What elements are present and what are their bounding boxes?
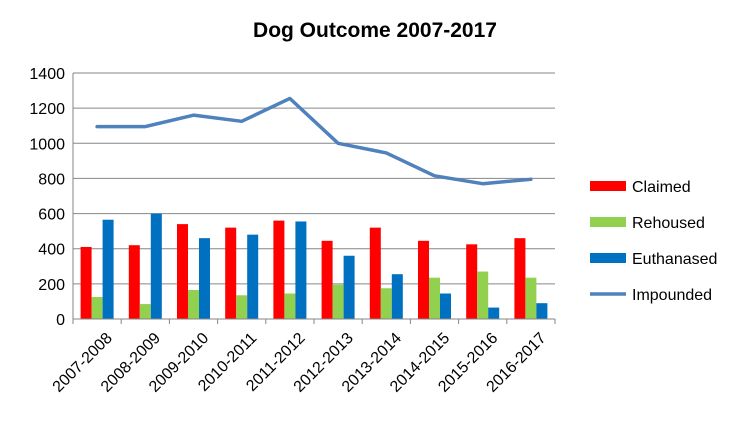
legend-label-rehoused: Rehoused <box>632 215 705 232</box>
bar-euthanased-2011-2012 <box>295 221 307 319</box>
y-tick-label: 0 <box>56 312 65 329</box>
bar-rehoused-2007-2008 <box>91 297 103 319</box>
bar-euthanased-2010-2011 <box>247 234 259 319</box>
legend-swatch-claimed <box>590 181 626 191</box>
bar-claimed-2011-2012 <box>273 220 285 319</box>
y-tick-label: 600 <box>38 207 65 224</box>
bar-claimed-2016-2017 <box>514 238 526 319</box>
y-tick-label: 1400 <box>29 66 65 83</box>
bar-claimed-2014-2015 <box>418 240 429 319</box>
bar-euthanased-2014-2015 <box>440 293 451 319</box>
y-tick-label: 400 <box>38 242 65 259</box>
bar-euthanased-2007-2008 <box>102 219 114 319</box>
y-tick-label: 1200 <box>29 101 65 118</box>
bar-rehoused-2011-2012 <box>284 293 296 319</box>
bar-euthanased-2012-2013 <box>343 255 355 319</box>
legend-label-claimed: Claimed <box>632 179 691 196</box>
bar-rehoused-2012-2013 <box>332 284 344 319</box>
y-tick-label: 1000 <box>29 136 65 153</box>
bar-claimed-2015-2016 <box>466 244 478 319</box>
bar-euthanased-2015-2016 <box>488 307 500 319</box>
bar-claimed-2013-2014 <box>369 227 381 319</box>
bar-rehoused-2010-2011 <box>236 295 248 319</box>
bar-rehoused-2009-2010 <box>188 290 199 319</box>
bar-rehoused-2014-2015 <box>429 277 440 319</box>
y-tick-label: 200 <box>38 277 65 294</box>
bar-rehoused-2015-2016 <box>477 271 489 319</box>
bar-rehoused-2013-2014 <box>380 288 392 319</box>
bar-claimed-2007-2008 <box>80 246 92 319</box>
bar-rehoused-2016-2017 <box>525 277 537 319</box>
y-tick-label: 800 <box>38 171 65 188</box>
bar-rehoused-2008-2009 <box>139 304 151 319</box>
bar-claimed-2008-2009 <box>128 245 140 319</box>
legend: Claimed Rehoused Euthanased Impounded <box>590 179 717 304</box>
legend-swatch-euthanased <box>590 253 626 263</box>
bar-euthanased-2008-2009 <box>150 213 162 319</box>
bar-euthanased-2016-2017 <box>536 303 548 319</box>
bar-euthanased-2009-2010 <box>199 238 210 319</box>
line-impounded <box>95 96 533 186</box>
line-series <box>95 96 533 186</box>
bar-series <box>80 213 548 319</box>
legend-label-euthanased: Euthanased <box>632 251 717 268</box>
bar-euthanased-2013-2014 <box>391 274 403 319</box>
legend-swatch-rehoused <box>590 217 626 227</box>
bar-claimed-2009-2010 <box>177 224 188 319</box>
bar-claimed-2010-2011 <box>225 227 237 319</box>
legend-label-impounded: Impounded <box>632 287 712 304</box>
bar-claimed-2012-2013 <box>321 240 333 319</box>
chart-title: Dog Outcome 2007-2017 <box>253 19 497 42</box>
